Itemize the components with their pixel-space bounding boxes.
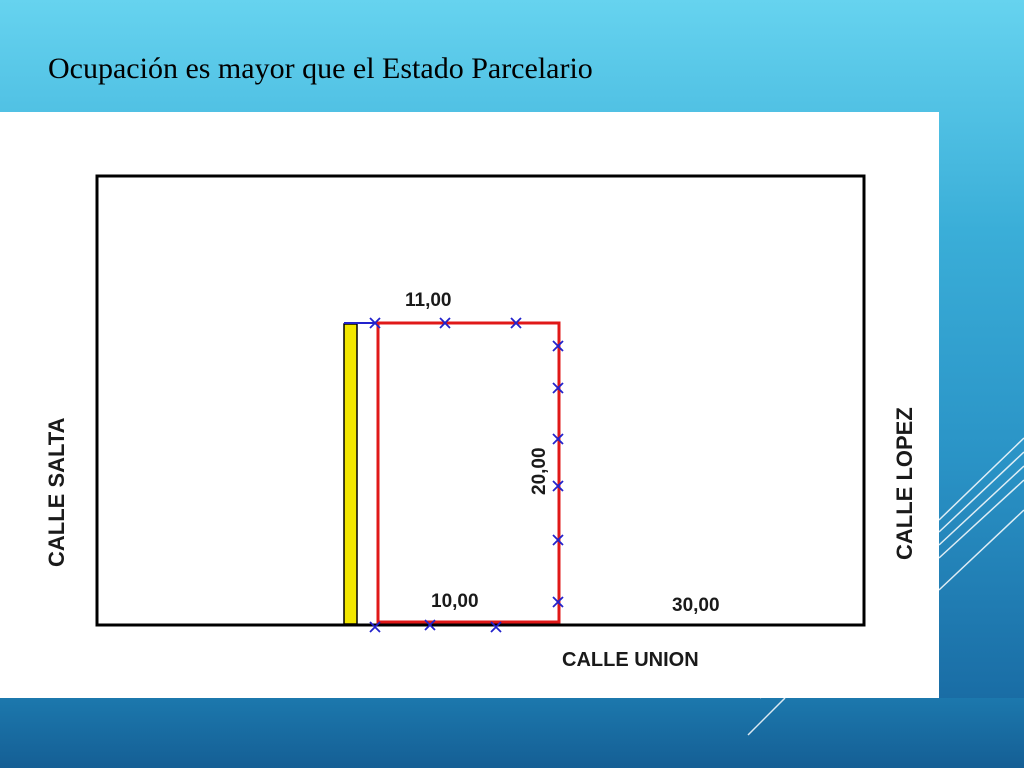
x-marker-icon <box>490 621 502 633</box>
x-marker-icon <box>439 317 451 329</box>
x-marker-icon <box>369 317 381 329</box>
x-marker-icon <box>552 534 564 546</box>
x-marker-icon <box>552 340 564 352</box>
marker-group <box>369 317 564 633</box>
dimension-top: 11,00 <box>405 290 452 311</box>
slide-title: Ocupación es mayor que el Estado Parcela… <box>48 52 593 85</box>
slide-canvas <box>0 112 939 698</box>
occupation-strip <box>343 323 358 625</box>
street-label-right: CALLE LOPEZ <box>892 407 917 560</box>
street-label-left: CALLE SALTA <box>44 417 69 567</box>
parcel-outline <box>376 321 561 624</box>
x-marker-icon <box>424 619 436 631</box>
dimension-side: 20,00 <box>529 447 550 495</box>
dimension-block-width: 30,00 <box>672 595 720 616</box>
x-marker-icon <box>552 596 564 608</box>
x-marker-icon <box>369 621 381 633</box>
x-marker-icon <box>552 382 564 394</box>
x-marker-icon <box>552 433 564 445</box>
slide-footer-band <box>0 698 1024 768</box>
street-label-bottom: CALLE UNION <box>562 649 699 671</box>
block-outline <box>95 174 866 627</box>
x-marker-icon <box>552 480 564 492</box>
x-marker-icon <box>510 317 522 329</box>
dimension-bottom: 10,00 <box>431 591 479 612</box>
